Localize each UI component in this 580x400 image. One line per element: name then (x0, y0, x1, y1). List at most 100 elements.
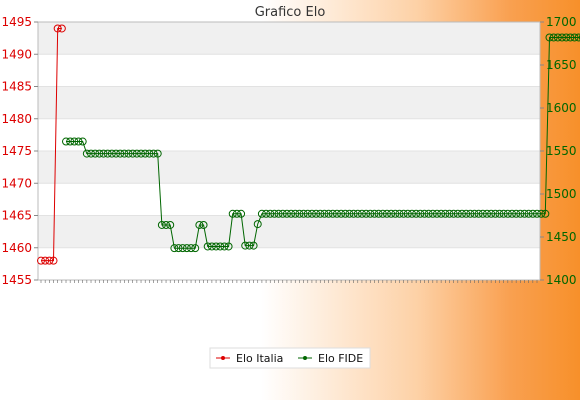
elo-fide-point (412, 209, 421, 218)
elo-fide-point (162, 220, 171, 229)
elo-fide-point (387, 209, 396, 218)
elo-fide-point (245, 241, 254, 250)
left-tick-label: 1480 (1, 112, 32, 126)
elo-fide-point (578, 34, 580, 41)
elo-fide-point (82, 149, 91, 158)
elo-fide-point (324, 209, 333, 218)
legend-box (209, 347, 371, 369)
elo-fide-point (341, 209, 350, 218)
elo-fide-point (395, 209, 404, 218)
elo-fide-point (537, 209, 546, 218)
elo-fide-point (66, 137, 75, 146)
elo-fide-point (103, 149, 112, 158)
elo-fide-point (462, 209, 471, 218)
elo-fide-point (416, 209, 425, 218)
elo-fide-point (382, 209, 391, 218)
elo-fide-point (270, 209, 279, 218)
elo-fide-point (70, 137, 79, 146)
left-tick-label: 1475 (1, 144, 32, 158)
elo-fide-point (212, 242, 221, 251)
left-tick-label: 1455 (1, 273, 32, 287)
elo-fide-point (316, 209, 325, 218)
elo-fide-point (128, 149, 137, 158)
elo-fide-point (99, 149, 108, 158)
elo-fide-point (124, 149, 133, 158)
elo-fide-point (166, 220, 175, 229)
elo-fide-point (549, 33, 558, 42)
elo-fide-point (545, 33, 554, 42)
elo-fide-point (337, 209, 346, 218)
elo-fide-point (216, 242, 225, 251)
elo-fide-point (287, 209, 296, 218)
elo-fide-point (503, 209, 512, 218)
elo-fide-point (558, 33, 567, 42)
elo-fide-point (203, 242, 212, 251)
elo-fide-point (266, 209, 275, 218)
elo-fide-point (445, 209, 454, 218)
elo-fide-point (520, 209, 529, 218)
elo-italia-point (49, 256, 58, 265)
elo-fide-point (199, 220, 208, 229)
right-tick-label: 1700 (546, 15, 577, 29)
elo-fide-point (474, 209, 483, 218)
elo-fide-point (232, 209, 241, 218)
grid-band (38, 215, 540, 248)
elo-fide-point (449, 209, 458, 218)
elo-fide-point (62, 137, 71, 146)
elo-fide-point (291, 209, 300, 218)
elo-fide-point (107, 149, 116, 158)
legend: Elo Italia Elo FIDE (209, 347, 371, 369)
right-tick-label: 1550 (546, 144, 577, 158)
elo-fide-point (491, 209, 500, 218)
elo-fide-point (562, 33, 571, 42)
elo-fide-point (153, 149, 162, 158)
right-tick-label: 1650 (546, 58, 577, 72)
elo-fide-point (524, 209, 533, 218)
right-tick-label: 1400 (546, 273, 577, 287)
elo-italia-point (45, 256, 54, 265)
elo-fide-point (187, 244, 196, 253)
elo-fide-point (345, 209, 354, 218)
elo-fide-point (533, 209, 541, 218)
elo-italia-point (41, 256, 50, 265)
elo-fide-point (399, 209, 408, 218)
elo-fide-point (507, 209, 516, 218)
left-tick-label: 1495 (1, 15, 32, 29)
elo-fide-point (541, 209, 550, 218)
elo-fide-point (299, 209, 308, 218)
elo-fide-point (441, 209, 450, 218)
right-axis: 1400 1450 1500 1550 1600 1650 1700 (540, 15, 577, 287)
elo-fide-point (482, 209, 491, 218)
elo-fide-point (303, 209, 312, 218)
elo-fide-point (220, 242, 229, 251)
elo-italia-point (37, 256, 45, 265)
elo-fide-point (487, 209, 496, 218)
elo-fide-point (366, 209, 375, 218)
elo-fide-point (262, 209, 271, 218)
elo-fide-point (157, 220, 166, 229)
elo-fide-point (170, 244, 179, 253)
elo-fide-point (91, 149, 100, 158)
left-tick-label: 1460 (1, 241, 32, 255)
elo-fide-point (516, 209, 525, 218)
left-tick-label: 1490 (1, 47, 32, 61)
elo-fide-point (357, 209, 366, 218)
elo-fide-point (241, 241, 250, 250)
elo-fide-point (253, 220, 262, 229)
elo-fide-point (120, 149, 129, 158)
left-tick-label: 1470 (1, 176, 32, 190)
elo-fide-point (78, 137, 87, 146)
elo-fide-point (528, 209, 537, 218)
elo-fide-point (466, 209, 475, 218)
elo-fide-point (195, 220, 204, 229)
elo-fide-point (182, 244, 191, 253)
elo-fide-point (420, 209, 429, 218)
elo-fide-point (116, 149, 125, 158)
elo-fide-point (378, 209, 387, 218)
elo-fide-point (137, 149, 146, 158)
elo-fide-point (145, 149, 154, 158)
elo-fide-point (570, 33, 579, 42)
elo-fide-point (512, 209, 521, 218)
